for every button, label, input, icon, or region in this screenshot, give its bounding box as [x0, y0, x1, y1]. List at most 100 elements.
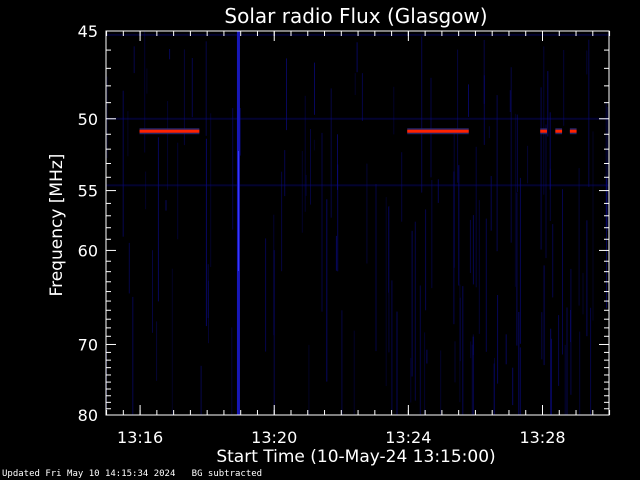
- emission-band: [407, 129, 469, 133]
- noise-streak: [468, 84, 469, 117]
- noise-streak: [454, 341, 456, 383]
- noise-streak: [497, 295, 499, 384]
- x-tick-label: 13:28: [519, 428, 565, 447]
- noise-streak: [286, 58, 287, 131]
- x-tick-label: 13:20: [251, 428, 297, 447]
- noise-streak: [281, 171, 283, 272]
- noise-streak: [541, 312, 543, 360]
- noise-streak: [366, 163, 368, 264]
- noise-streak: [239, 108, 241, 156]
- x-tick-label: 13:16: [117, 428, 163, 447]
- noise-streak: [337, 134, 338, 190]
- noise-streak: [133, 46, 135, 74]
- noise-streak: [156, 321, 158, 381]
- noise-streak: [385, 197, 387, 386]
- noise-streak: [549, 168, 551, 221]
- noise-streak: [509, 90, 511, 112]
- noise-streak: [401, 152, 403, 222]
- noise-streak: [440, 350, 442, 415]
- noise-streak: [514, 113, 516, 287]
- noise-streak: [510, 67, 512, 243]
- noise-streak: [210, 113, 212, 267]
- background-note: BG subtracted: [191, 469, 263, 479]
- noise-streak: [519, 347, 521, 415]
- noise-streak: [558, 315, 560, 386]
- noise-streak: [605, 102, 607, 228]
- noise-streak: [516, 114, 518, 192]
- noise-streak: [177, 142, 179, 240]
- noise-streak: [183, 49, 185, 146]
- noise-row: [106, 33, 609, 36]
- noise-streak: [490, 176, 492, 231]
- noise-streak: [527, 145, 529, 184]
- noise-streak: [579, 331, 581, 415]
- emission-bands: [139, 128, 577, 135]
- noise-streak: [607, 107, 609, 231]
- emission-band: [540, 129, 547, 133]
- noise-streak: [483, 75, 485, 145]
- footer-status: Updated Fri May 10 14:15:34 2024 BG subt…: [2, 469, 262, 479]
- noise-streak: [313, 139, 315, 151]
- noise-streak: [337, 164, 339, 272]
- noise-streak: [205, 41, 207, 136]
- noise-streak: [284, 150, 286, 197]
- noise-streak: [459, 284, 461, 403]
- y-tick-label: 45: [78, 22, 98, 41]
- noise-streak: [472, 215, 474, 285]
- y-axis-label: Frequency [MHz]: [47, 154, 67, 297]
- noise-streak: [191, 58, 193, 118]
- noise-streak: [310, 129, 311, 205]
- noise-streak: [265, 238, 267, 352]
- y-tick-label: 50: [78, 110, 98, 129]
- noise-streak: [424, 332, 426, 415]
- noise-streak: [469, 219, 471, 273]
- noise-streak: [232, 108, 234, 230]
- noise-streak: [361, 73, 363, 121]
- noise-streak: [592, 131, 594, 321]
- noise-streak: [588, 39, 590, 187]
- noise-streak: [304, 95, 306, 212]
- noise-streak: [308, 344, 310, 415]
- noise-streak: [396, 311, 398, 415]
- noise-streak: [478, 200, 480, 334]
- noise-streak: [550, 328, 552, 415]
- noise-streak: [146, 68, 148, 94]
- noise-streak: [512, 367, 514, 406]
- noise-streak: [458, 165, 460, 286]
- noise-streak: [231, 327, 233, 415]
- noise-streak: [586, 220, 588, 337]
- noise-streak: [488, 126, 490, 139]
- noise-streak: [493, 363, 495, 415]
- noise-streak: [165, 200, 167, 211]
- x-tick-label: 13:24: [385, 428, 431, 447]
- noise-streak: [273, 250, 275, 415]
- noise-streak: [590, 307, 592, 415]
- updated-timestamp: Updated Fri May 10 14:15:34 2024: [2, 469, 176, 479]
- noise-streak: [410, 357, 412, 403]
- noise-streak: [550, 338, 552, 415]
- noise-streak: [457, 49, 459, 183]
- noise-streak: [301, 151, 303, 233]
- noise-streak: [305, 174, 307, 196]
- plot-frame: [105, 30, 610, 416]
- noise-row: [106, 117, 609, 120]
- y-tick-label: 55: [78, 182, 98, 201]
- noise-streak: [552, 224, 554, 298]
- noise-streak: [356, 42, 358, 73]
- noise-layer: [106, 31, 609, 415]
- noise-streak: [516, 192, 518, 346]
- noise-streak: [391, 280, 393, 411]
- noise-streak: [459, 297, 461, 362]
- y-tick-label: 60: [78, 241, 98, 260]
- noise-streak: [375, 184, 377, 352]
- noise-streak: [578, 168, 580, 306]
- noise-streak: [485, 218, 487, 352]
- plot-border: [105, 30, 610, 416]
- noise-streak: [353, 330, 355, 415]
- noise-streak: [545, 124, 547, 259]
- noise-streak: [167, 101, 169, 190]
- noise-streak: [421, 36, 423, 193]
- noise-streak: [414, 221, 416, 401]
- noise-streak: [453, 171, 455, 325]
